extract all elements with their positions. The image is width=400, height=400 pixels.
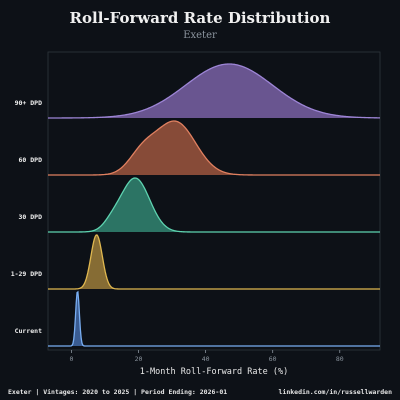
x-tick-label: 20 — [135, 355, 143, 363]
row-label-60-dpd: 60 DPD — [19, 156, 43, 164]
ridge-line-30-dpd — [48, 177, 380, 233]
x-axis-label: 1-Month Roll-Forward Rate (%) — [140, 367, 288, 377]
x-tick-label: 40 — [202, 355, 210, 363]
ridge-area-90-dpd — [48, 64, 380, 118]
ridge-line-90-dpd — [48, 63, 380, 119]
ridge-area-current — [48, 292, 380, 346]
chart-subtitle: Exeter — [183, 30, 217, 41]
ridge-area-30-dpd — [48, 178, 380, 232]
footer-author-link[interactable]: linkedin.com/in/russellwarden — [278, 388, 393, 396]
ridge-area-60-dpd — [48, 121, 380, 175]
ridge-line-60-dpd — [48, 120, 380, 176]
footer-source-text: Exeter | Vintages: 2020 to 2025 | Period… — [8, 388, 228, 396]
ridge-line-current — [48, 290, 380, 347]
ridge-line-1-29-dpd — [48, 234, 380, 290]
row-label-30-dpd: 30 DPD — [19, 213, 43, 221]
x-tick-label: 0 — [70, 355, 74, 363]
ridge-area-1-29-dpd — [48, 235, 380, 289]
row-label-current: Current — [15, 327, 42, 335]
chart-title: Roll-Forward Rate Distribution — [69, 9, 331, 27]
plot-frame — [47, 51, 381, 351]
row-label-1-29-dpd: 1-29 DPD — [11, 270, 42, 278]
x-tick-label: 60 — [269, 355, 277, 363]
row-label-90-dpd: 90+ DPD — [15, 99, 42, 107]
x-tick-label: 80 — [336, 355, 344, 363]
